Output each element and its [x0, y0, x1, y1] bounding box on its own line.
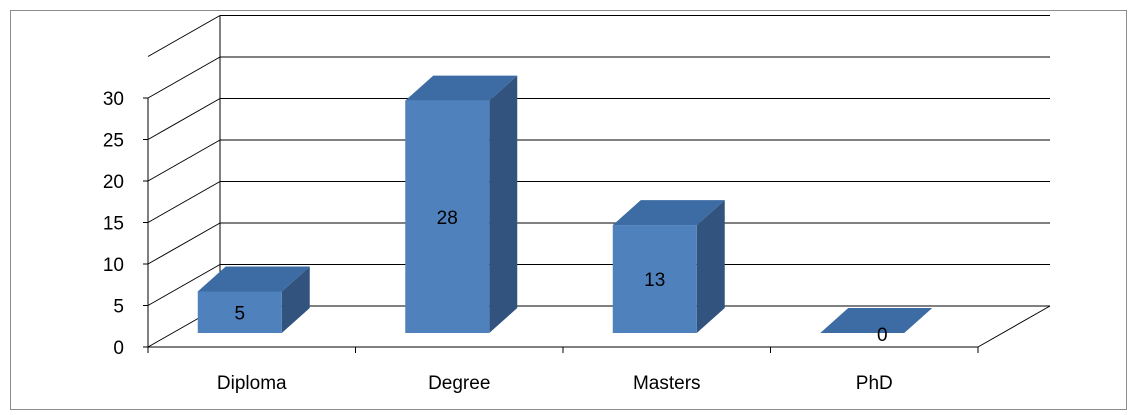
- gridline-side: [147, 98, 221, 140]
- x-tick-label: Masters: [633, 373, 701, 394]
- x-axis-category-labels: Diploma Degree Masters PhD: [217, 373, 893, 394]
- gridline-side: [147, 264, 221, 306]
- y-tick-label: 25: [103, 131, 124, 152]
- y-tick-label: 10: [103, 255, 124, 276]
- bar-side-diploma: [281, 266, 310, 333]
- data-label: 0: [877, 325, 888, 346]
- y-tick-label: 0: [113, 338, 124, 359]
- data-label: 5: [234, 303, 245, 324]
- bar-side-degree: [489, 75, 518, 333]
- data-label: 13: [644, 270, 665, 291]
- data-label: 28: [437, 208, 458, 229]
- x-tick-label: PhD: [856, 373, 893, 394]
- bar-top-diploma: [197, 266, 310, 292]
- floor-right-edge: [977, 305, 1051, 348]
- bar-top-degree: [405, 75, 518, 101]
- gridline-side: [147, 139, 221, 182]
- y-tick-label: 15: [103, 214, 124, 235]
- y-axis-tick-labels: 0 5 10 15 20 25 30: [103, 89, 124, 359]
- gridline-side: [147, 181, 221, 223]
- bar-top-phd: [820, 308, 933, 333]
- bar-side-masters: [696, 200, 725, 333]
- gridline-side: [147, 222, 221, 265]
- axes: [143, 97, 1051, 353]
- bar-degree: [405, 100, 490, 333]
- gridline-side: [147, 15, 221, 57]
- chart-frame: [10, 10, 1127, 410]
- bar-diploma: [197, 291, 282, 333]
- bar-top-masters: [612, 200, 725, 226]
- data-labels: 5 28 13 0: [234, 208, 887, 346]
- x-tick-label: Degree: [428, 373, 490, 394]
- bars: [197, 75, 933, 333]
- y-tick-label: 30: [103, 89, 124, 110]
- gridline-side: [147, 56, 221, 99]
- x-tick-label: Diploma: [217, 373, 287, 394]
- bar-masters: [612, 225, 697, 333]
- y-tick-label: 20: [103, 172, 124, 193]
- y-tick-label: 5: [113, 297, 124, 318]
